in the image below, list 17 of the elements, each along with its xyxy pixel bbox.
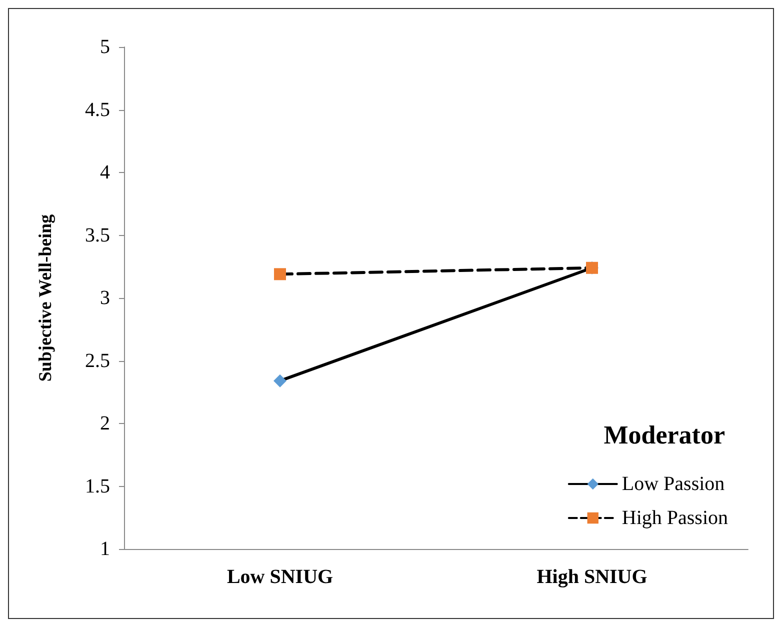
y-tick-label: 4.5: [85, 98, 110, 121]
point: [274, 268, 286, 280]
legend-label: High Passion: [622, 507, 728, 529]
x-tick-label: Low SNIUG: [226, 566, 334, 588]
legend-label: Low Passion: [622, 473, 725, 495]
y-tick-label: 2.5: [85, 350, 110, 372]
y-tick-label: 4: [100, 162, 110, 184]
y-tick-label: 5: [100, 36, 110, 58]
point: [274, 374, 286, 388]
y-tick-label: 3.5: [85, 224, 110, 246]
legend-title: Moderator: [604, 420, 726, 450]
y-tick-label: 1.5: [85, 475, 110, 498]
y-axis-title: Subjective Well-being: [35, 214, 55, 382]
x-tick-label: High SNIUG: [536, 566, 648, 588]
y-tick-label: 3: [100, 287, 110, 309]
y-tick-label: 1: [100, 538, 110, 560]
y-tick-label: 2: [100, 412, 110, 434]
